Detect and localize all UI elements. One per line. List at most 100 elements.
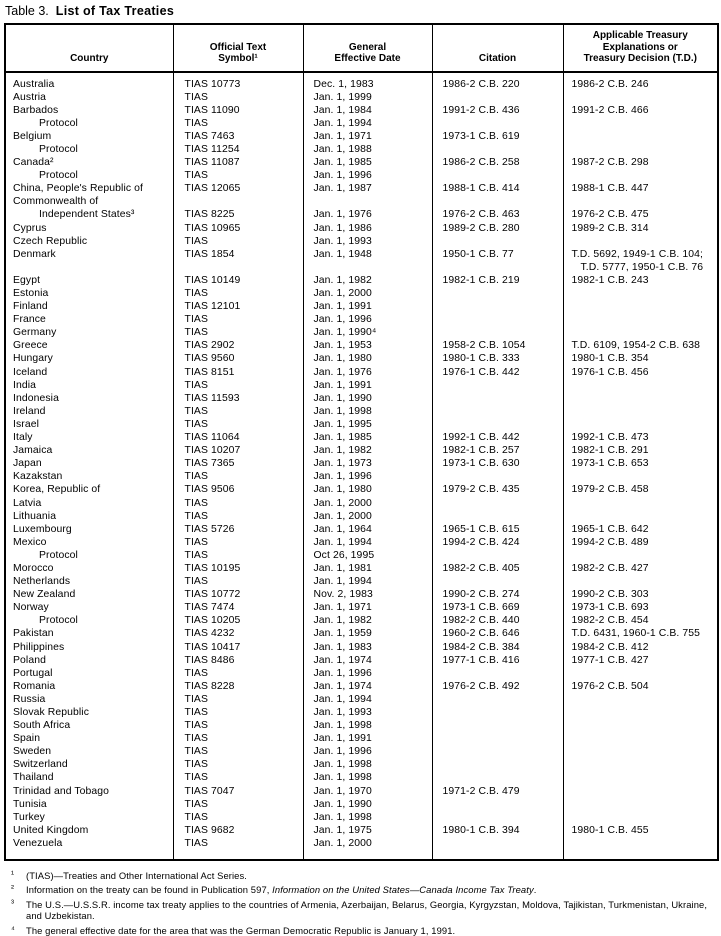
td-cell xyxy=(562,234,718,248)
table-title: Table 3. List of Tax Treaties xyxy=(5,4,717,18)
symbol-cell: TIAS 8151 xyxy=(172,365,303,379)
country-cell: Protocol xyxy=(39,615,78,627)
citation-cell: 1971-2 C.B. 479 xyxy=(431,784,563,798)
country-cell: Iceland xyxy=(13,366,48,378)
citation-cell: 1991-2 C.B. 436 xyxy=(431,103,563,117)
citation-cell xyxy=(431,692,563,706)
country-cell: Hungary xyxy=(13,353,53,365)
table-row: Philippines TIAS 10417 Jan. 1, 1983 1984-2 … xyxy=(5,640,718,654)
date-cell: Jan. 1, 1998 xyxy=(302,810,432,824)
symbol-cell: TIAS xyxy=(172,234,303,248)
table-row: Protocol TIAS Jan. 1, 1994 xyxy=(5,116,718,130)
td-cell xyxy=(562,300,718,314)
citation-cell: 1982-1 C.B. 219 xyxy=(431,273,563,287)
td-cell: 1991-2 C.B. 466 xyxy=(562,103,718,117)
td-cell: 1986-2 C.B. 246 xyxy=(562,71,718,91)
country-cell: France xyxy=(13,314,46,326)
footnotes: ¹ (TIAS)—Treaties and Other International… xyxy=(4,869,717,936)
date-cell xyxy=(302,195,432,209)
citation-cell xyxy=(431,666,563,680)
symbol-cell: TIAS 2902 xyxy=(172,339,303,353)
date-cell: Jan. 1, 1970 xyxy=(302,784,432,798)
td-cell: T.D. 5692, 1949-1 C.B. 104; T.D. 5777, 1… xyxy=(562,247,718,274)
footnote-text-italic: Information on the United States—Canada … xyxy=(272,884,534,896)
table-row: Egypt TIAS 10149 Jan. 1, 1982 1982-1 C.B. 2… xyxy=(5,273,718,287)
country-cell: Protocol xyxy=(39,170,78,182)
country-cell: Greece xyxy=(13,340,48,352)
date-cell: Jan. 1, 1996 xyxy=(302,470,432,484)
table-row: Independent States³ TIAS 8225 Jan. 1, 1976… xyxy=(5,208,718,222)
td-cell xyxy=(562,496,718,510)
citation-cell: 1992-1 C.B. 442 xyxy=(431,431,563,445)
date-cell: Dec. 1, 1983 xyxy=(302,71,432,91)
date-cell: Jan. 1, 1981 xyxy=(302,561,432,576)
table-row: Australia TIAS 10773 Dec. 1, 1983 1986-2 C.… xyxy=(5,71,718,91)
symbol-cell: TIAS 7047 xyxy=(172,784,303,798)
td-cell xyxy=(562,575,718,589)
td-cell xyxy=(562,287,718,301)
citation-cell xyxy=(431,771,563,785)
country-cell: Finland xyxy=(13,301,48,313)
td-cell xyxy=(562,548,718,562)
td-cell: 1990-2 C.B. 303 xyxy=(562,588,718,602)
td-cell xyxy=(562,195,718,209)
td-cell: 1976-1 C.B. 456 xyxy=(562,365,718,379)
citation-cell xyxy=(431,378,563,392)
td-cell xyxy=(562,169,718,183)
td-cell xyxy=(562,732,718,746)
country-cell: Canada² xyxy=(13,157,54,169)
citation-cell xyxy=(431,548,563,562)
symbol-cell: TIAS 9560 xyxy=(172,352,303,366)
date-cell: Jan. 1, 1971 xyxy=(302,129,432,143)
date-cell: Jan. 1, 1993 xyxy=(302,234,432,248)
column-header-general-effective-date: General Effective Date xyxy=(302,24,432,73)
symbol-cell: TIAS 10772 xyxy=(172,588,303,602)
table-row: Czech Republic TIAS Jan. 1, 1993 xyxy=(5,234,718,248)
td-cell: 1989-2 C.B. 314 xyxy=(562,221,718,235)
table-row: New Zealand TIAS 10772 Nov. 2, 1983 1990-2 … xyxy=(5,588,718,602)
symbol-cell: TIAS 11593 xyxy=(172,391,303,405)
symbol-cell: TIAS xyxy=(172,169,303,183)
symbol-cell: TIAS 8228 xyxy=(172,679,303,693)
country-cell: Portugal xyxy=(13,667,53,679)
td-cell xyxy=(562,129,718,143)
table-row: Sweden TIAS Jan. 1, 1996 xyxy=(5,745,718,759)
country-cell: Morocco xyxy=(13,562,54,574)
country-cell: Spain xyxy=(13,733,41,745)
column-header-citation: Citation xyxy=(431,24,563,73)
citation-cell: 1988-1 C.B. 414 xyxy=(431,182,563,196)
td-cell: 1980-1 C.B. 354 xyxy=(562,352,718,366)
table-row: India TIAS Jan. 1, 1991 xyxy=(5,378,718,392)
td-cell xyxy=(562,706,718,720)
td-cell: 1973-1 C.B. 653 xyxy=(562,457,718,471)
citation-cell xyxy=(431,287,563,301)
td-cell xyxy=(562,116,718,130)
footnote-marker: ¹ xyxy=(11,869,15,880)
country-cell: Israel xyxy=(13,418,40,430)
column-header-official-text-symbol: Official Text Symbol¹ xyxy=(172,24,303,73)
date-cell: Jan. 1, 1990 xyxy=(302,797,432,811)
citation-cell xyxy=(431,732,563,746)
country-cell: Czech Republic xyxy=(13,235,88,247)
symbol-cell: TIAS xyxy=(172,287,303,301)
td-cell: 1976-2 C.B. 475 xyxy=(562,208,718,222)
country-cell: Netherlands xyxy=(13,576,71,588)
table-row: Cyprus TIAS 10965 Jan. 1, 1986 1989-2 C.B. … xyxy=(5,221,718,235)
td-cell: 1976-2 C.B. 504 xyxy=(562,679,718,693)
country-cell: Barbados xyxy=(13,104,59,116)
citation-cell xyxy=(431,234,563,248)
table-row: Ireland TIAS Jan. 1, 1998 xyxy=(5,404,718,418)
table-row: Lithuania TIAS Jan. 1, 2000 xyxy=(5,509,718,523)
country-cell: Russia xyxy=(13,693,46,705)
symbol-cell: TIAS xyxy=(172,496,303,510)
date-cell: Jan. 1, 1996 xyxy=(302,666,432,680)
date-cell: Jan. 1, 1980 xyxy=(302,352,432,366)
table-row: Jamaica TIAS 10207 Jan. 1, 1982 1982-1 C.B.… xyxy=(5,444,718,458)
citation-cell: 1977-1 C.B. 416 xyxy=(431,653,563,667)
symbol-cell: TIAS 11064 xyxy=(172,431,303,445)
date-cell: Jan. 1, 2000 xyxy=(302,509,432,523)
symbol-cell: TIAS xyxy=(172,797,303,811)
td-cell: 1982-1 C.B. 291 xyxy=(562,444,718,458)
table-row: Spain TIAS Jan. 1, 1991 xyxy=(5,732,718,746)
date-cell: Jan. 1, 1985 xyxy=(302,156,432,170)
